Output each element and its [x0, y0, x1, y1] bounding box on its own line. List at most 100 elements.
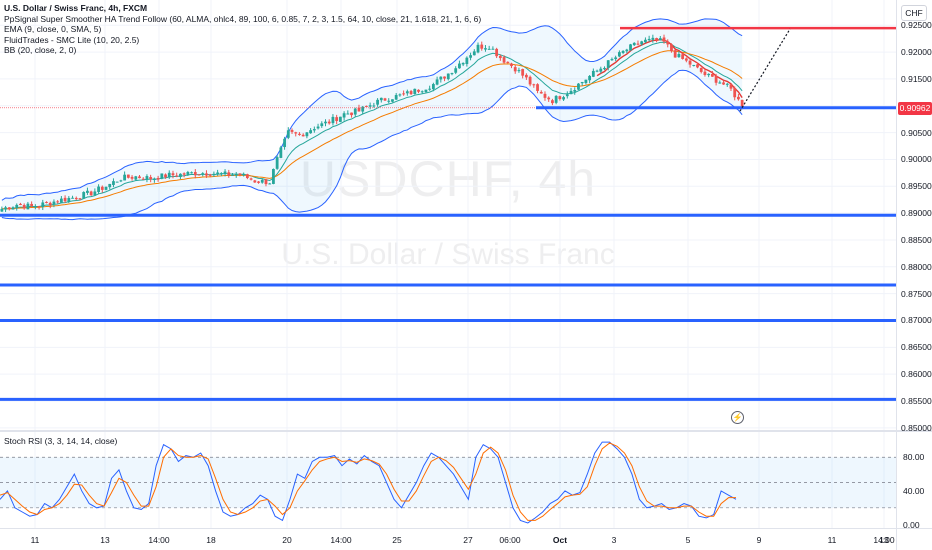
stoch-rsi-canvas[interactable] — [0, 432, 896, 528]
pane-separator[interactable] — [0, 430, 932, 432]
price-chart-canvas[interactable] — [0, 0, 896, 430]
candle-body — [272, 168, 275, 184]
candle-body — [219, 173, 223, 175]
candle-body — [610, 59, 614, 61]
stoch-tick-label: 0.00 — [903, 519, 920, 530]
candle-body — [264, 179, 268, 185]
candle-body — [26, 203, 30, 210]
time-axis[interactable]: 11 13 14:00 18 20 14:00 25 27 06:00 Oct 3 5 9 11 13 14:… — [0, 528, 896, 550]
candle-body — [193, 172, 197, 176]
candle-body — [692, 64, 696, 66]
candle-body — [729, 84, 733, 89]
candle-body — [350, 112, 353, 116]
legend-title[interactable]: U.S. Dollar / Swiss Franc, 4h, FXCM — [4, 3, 148, 13]
bb-fill — [1, 18, 743, 220]
time-tick-label: 13 — [100, 535, 110, 545]
candle-body — [737, 96, 740, 100]
candle-body — [536, 84, 539, 91]
candle-body — [104, 186, 108, 190]
candle-body — [227, 172, 231, 176]
stoch-rsi-axis[interactable]: 80.00 40.00 0.00 — [896, 432, 932, 530]
candle-body — [606, 60, 610, 68]
candle-body — [93, 191, 97, 196]
legend-indicator-bb[interactable]: BB (20, close, 2, 0) — [4, 45, 77, 56]
candle-body — [439, 76, 443, 80]
candle-body — [205, 173, 208, 176]
candle-body — [539, 91, 543, 94]
candle-body — [588, 75, 592, 81]
candle-body — [376, 99, 379, 105]
candle-body — [324, 121, 327, 124]
candle-body — [372, 105, 376, 107]
candle-body — [383, 98, 387, 101]
candle-body — [603, 67, 606, 70]
time-tick-label: 20 — [282, 535, 292, 545]
candle-body — [294, 132, 298, 134]
candle-body — [279, 147, 283, 158]
candle-body — [658, 38, 662, 41]
candle-body — [472, 51, 476, 56]
candle-body — [696, 64, 699, 68]
candle-body — [443, 76, 446, 79]
candle-body — [134, 176, 138, 180]
candle-body — [112, 181, 115, 185]
candle-body — [59, 198, 63, 203]
candle-body — [301, 134, 305, 137]
candle-body — [208, 174, 212, 176]
candle-body — [636, 43, 640, 45]
legend-indicator-fluidtrades[interactable]: FluidTrades - SMC Lite (10, 20, 2.5) — [4, 34, 140, 45]
candle-body — [138, 176, 141, 179]
candle-body — [584, 79, 588, 84]
stoch-tick-label: 80.00 — [903, 452, 925, 463]
candle-body — [733, 88, 737, 98]
watermark-description: U.S. Dollar / Swiss Franc — [281, 238, 615, 271]
candle-body — [431, 84, 435, 90]
watermark-symbol: USDCHF, 4h — [299, 151, 597, 207]
candle-body — [338, 116, 342, 122]
candle-body — [662, 37, 666, 42]
price-tick-label: 0.85500 — [901, 396, 932, 406]
candle-body — [647, 38, 651, 41]
stoch-rsi-legend[interactable]: Stoch RSI (3, 3, 14, 14, close) — [4, 436, 118, 446]
time-tick-label: 11 — [30, 535, 40, 545]
time-tick-label: 13 — [879, 535, 889, 545]
candle-body — [495, 48, 499, 57]
price-axis[interactable]: CHF 0.925000.920000.915000.910000.905000… — [896, 0, 932, 433]
candle-body — [632, 42, 636, 46]
lightning-icon[interactable]: ⚡ — [731, 411, 744, 424]
candle-body — [651, 37, 655, 40]
candle-body — [506, 61, 510, 63]
candle-body — [286, 130, 290, 138]
time-tick-label: 3 — [611, 535, 617, 545]
candle-body — [562, 97, 565, 100]
candle-body — [543, 93, 547, 98]
candle-body — [491, 48, 495, 50]
candle-body — [86, 190, 89, 193]
candle-body — [357, 107, 361, 112]
price-tick-label: 0.86500 — [901, 342, 932, 353]
price-tick-label: 0.88000 — [901, 261, 932, 272]
candle-body — [569, 90, 573, 95]
candle-body — [688, 60, 692, 65]
price-chart-pane[interactable]: USDCHF, 4h U.S. Dollar / Swiss Franc U.S… — [0, 0, 896, 430]
candle-body — [379, 97, 383, 101]
stoch-rsi-pane[interactable]: Stoch RSI (3, 3, 14, 14, close) — [0, 432, 896, 528]
candle-body — [387, 100, 391, 102]
candle-body — [190, 172, 193, 174]
candle-body — [714, 75, 718, 83]
candle-body — [19, 203, 22, 206]
candle-body — [123, 174, 127, 181]
candle-body — [342, 113, 346, 118]
legend-indicator-ema[interactable]: EMA (9, close, 0, SMA, 5) — [4, 24, 102, 35]
currency-badge[interactable]: CHF — [901, 5, 927, 21]
candle-body — [681, 54, 685, 59]
legend-indicator-ppsignal[interactable]: PpSignal Super Smoother HA Trend Follow … — [4, 13, 482, 24]
candle-body — [391, 99, 394, 102]
candle-body — [4, 207, 7, 210]
candle-body — [63, 197, 67, 202]
candle-body — [108, 183, 112, 188]
candle-body — [11, 207, 15, 210]
candle-body — [327, 121, 331, 124]
projection-arrow-line — [739, 28, 791, 112]
price-tick-label: 0.87500 — [901, 288, 932, 299]
